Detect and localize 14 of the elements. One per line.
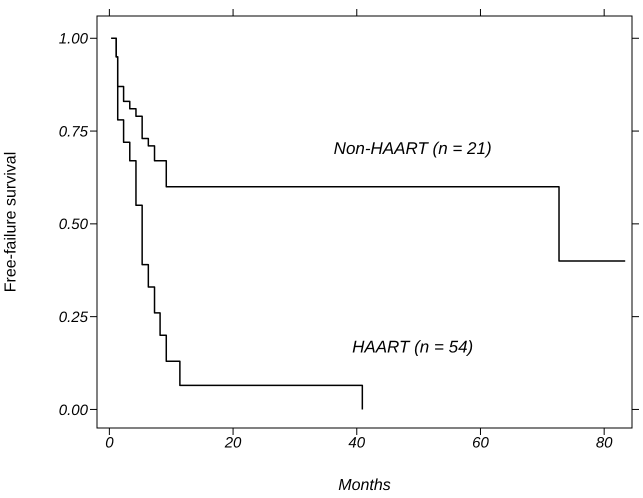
- x-tick-label: 60: [472, 434, 490, 452]
- x-tick-label: 80: [596, 434, 614, 452]
- x-tick-label: 40: [348, 434, 366, 452]
- series-label: Non-HAART (n = 21): [334, 139, 492, 158]
- x-axis-title: Months: [338, 477, 391, 494]
- series-label: HAART (n = 54): [352, 338, 474, 357]
- y-tick-label: 0.25: [58, 308, 89, 326]
- y-tick-label: 0.00: [58, 402, 89, 419]
- y-tick-label: 1.00: [58, 30, 89, 48]
- x-tick-label: 20: [224, 434, 242, 452]
- y-tick-label: 0.50: [58, 216, 89, 234]
- y-tick-label: 0.75: [58, 123, 89, 140]
- x-tick-label: 0: [105, 434, 114, 452]
- y-axis-title: Free-failure survival: [2, 152, 20, 292]
